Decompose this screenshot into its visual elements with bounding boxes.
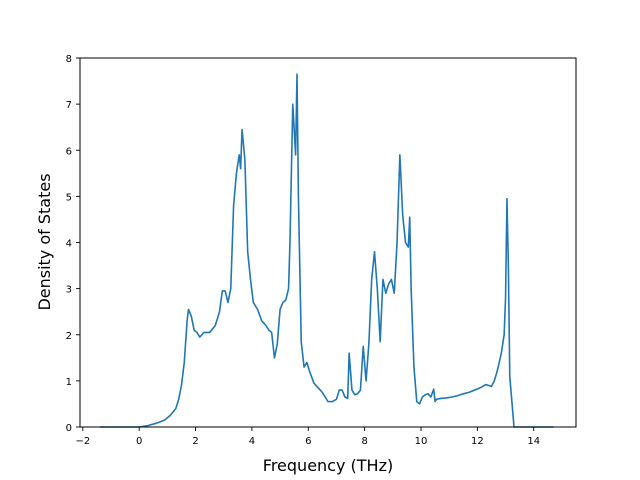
x-tick-label: 12	[471, 436, 484, 447]
y-tick-label: 6	[66, 146, 72, 157]
x-tick-label: 0	[136, 436, 142, 447]
y-tick-label: 2	[66, 331, 72, 342]
y-tick-label: 0	[66, 423, 72, 434]
y-tick-label: 5	[66, 192, 72, 203]
y-tick-label: 1	[66, 377, 72, 388]
y-tick-label: 8	[66, 54, 72, 65]
x-tick-label: −2	[75, 436, 90, 447]
x-tick-label: 6	[305, 436, 311, 447]
x-axis: −2 0 2 4 6 8 10 12 14	[75, 427, 540, 447]
series-layer	[99, 73, 554, 428]
y-axis-label: Density of States	[35, 173, 54, 310]
x-axis-label: Frequency (THz)	[263, 456, 393, 475]
x-tick-label: 4	[249, 436, 255, 447]
y-axis: 0 1 2 3 4 5 6 7 8	[66, 54, 80, 434]
x-tick-label: 14	[527, 436, 540, 447]
plot-background	[80, 58, 576, 427]
y-tick-label: 3	[66, 285, 72, 296]
dos-series-line	[99, 73, 554, 428]
x-tick-label: 8	[361, 436, 367, 447]
y-tick-label: 4	[66, 239, 72, 250]
x-tick-label: 2	[192, 436, 198, 447]
x-tick-label: 10	[415, 436, 428, 447]
y-tick-label: 7	[66, 100, 72, 111]
